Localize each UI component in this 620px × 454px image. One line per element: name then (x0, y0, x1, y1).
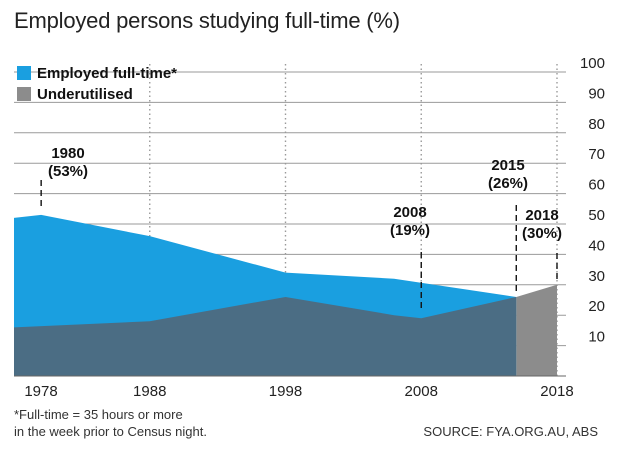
annotation-1980-year: 1980 (51, 145, 84, 162)
chart-title: Employed persons studying full-time (%) (14, 8, 400, 33)
x-tick-1998: 1998 (269, 383, 302, 400)
y-tick-50: 50 (588, 207, 605, 224)
y-tick-40: 40 (588, 237, 605, 254)
area-underlay (14, 296, 517, 376)
y-tick-60: 60 (588, 177, 605, 194)
x-tick-1978: 1978 (24, 383, 57, 400)
y-tick-100: 100 (580, 55, 605, 72)
footnote-line-1: *Full-time = 35 hours or more (14, 407, 183, 422)
y-tick-20: 20 (588, 298, 605, 315)
legend-label-0: Employed full-time* (37, 65, 177, 82)
y-tick-10: 10 (588, 329, 605, 346)
x-tick-2008: 2008 (405, 383, 438, 400)
annotation-2008-year: 2008 (393, 204, 426, 221)
annotation-2008-value: (19%) (390, 222, 430, 239)
annotation-2018-year: 2018 (525, 207, 558, 224)
legend-swatch-0 (17, 66, 31, 80)
area-underutilised (516, 284, 557, 376)
footnote-line-2: in the week prior to Census night. (14, 424, 207, 439)
legend-label-1: Underutilised (37, 86, 133, 103)
source-credit: SOURCE: FYA.ORG.AU, ABS (423, 424, 598, 439)
annotation-2015-year: 2015 (491, 157, 524, 174)
y-tick-70: 70 (588, 146, 605, 163)
annotation-1980-value: (53%) (48, 163, 88, 180)
y-tick-90: 90 (588, 85, 605, 102)
annotation-2015-value: (26%) (488, 175, 528, 192)
x-tick-2018: 2018 (540, 383, 573, 400)
annotation-2018-value: (30%) (522, 225, 562, 242)
y-tick-80: 80 (588, 116, 605, 133)
x-tick-1988: 1988 (133, 383, 166, 400)
y-tick-30: 30 (588, 268, 605, 285)
legend-swatch-1 (17, 87, 31, 101)
